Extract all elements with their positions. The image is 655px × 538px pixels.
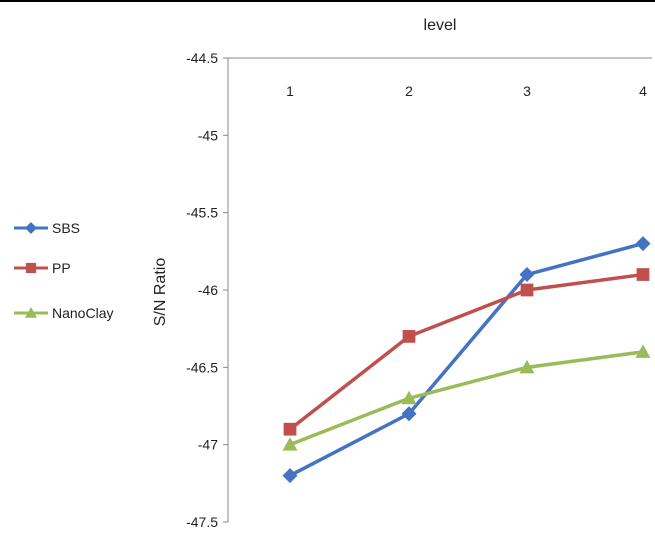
data-point [25, 307, 37, 318]
x-tick-label: 2 [405, 83, 413, 99]
y-tick-label: -45 [198, 127, 218, 143]
series-layer [282, 236, 651, 484]
legend-label: PP [52, 260, 71, 276]
data-point [519, 359, 535, 374]
top-rule [0, 0, 655, 2]
series-pp [283, 268, 650, 436]
y-tick-label: -44.5 [186, 50, 218, 66]
series-line [289, 350, 644, 447]
y-tick-label: -47.5 [186, 514, 218, 530]
y-tick-label: -46 [198, 282, 218, 298]
data-point [25, 262, 37, 274]
legend-label: SBS [52, 220, 80, 236]
y-axis-title: S/N Ratio [152, 258, 169, 327]
x-tick-labels: 1 2 3 4 [286, 83, 647, 99]
data-point [401, 406, 417, 422]
data-point [520, 283, 534, 297]
y-tick-label: -45.5 [186, 205, 218, 221]
legend-label: NanoClay [52, 305, 113, 321]
series-sbs [282, 236, 651, 484]
y-tick-label: -46.5 [186, 359, 218, 375]
legend-item-nanoclay: NanoClay [14, 305, 113, 321]
data-point [635, 344, 651, 358]
legend: SBS PP NanoClay [14, 220, 113, 321]
series-nanoclay [282, 344, 651, 451]
data-point [401, 390, 417, 405]
y-tick-label: -47 [198, 437, 218, 453]
data-point [402, 330, 416, 343]
x-tick-label: 1 [286, 83, 294, 99]
data-point [25, 222, 37, 234]
data-point [636, 268, 650, 281]
data-point [519, 267, 535, 283]
data-point [282, 437, 298, 451]
x-axis-title: level [424, 17, 457, 34]
x-tick-label: 4 [639, 83, 647, 99]
legend-item-sbs: SBS [14, 220, 80, 236]
legend-item-pp: PP [14, 260, 71, 276]
axes [227, 57, 652, 522]
series-line [288, 272, 644, 431]
data-point [282, 468, 298, 484]
series-line [289, 241, 644, 478]
data-point [283, 422, 297, 436]
data-point [635, 236, 651, 252]
x-tick-label: 3 [523, 83, 531, 99]
y-tick-labels: -44.5 -45 -45.5 -46 -46.5 -47 -47.5 [186, 50, 228, 530]
